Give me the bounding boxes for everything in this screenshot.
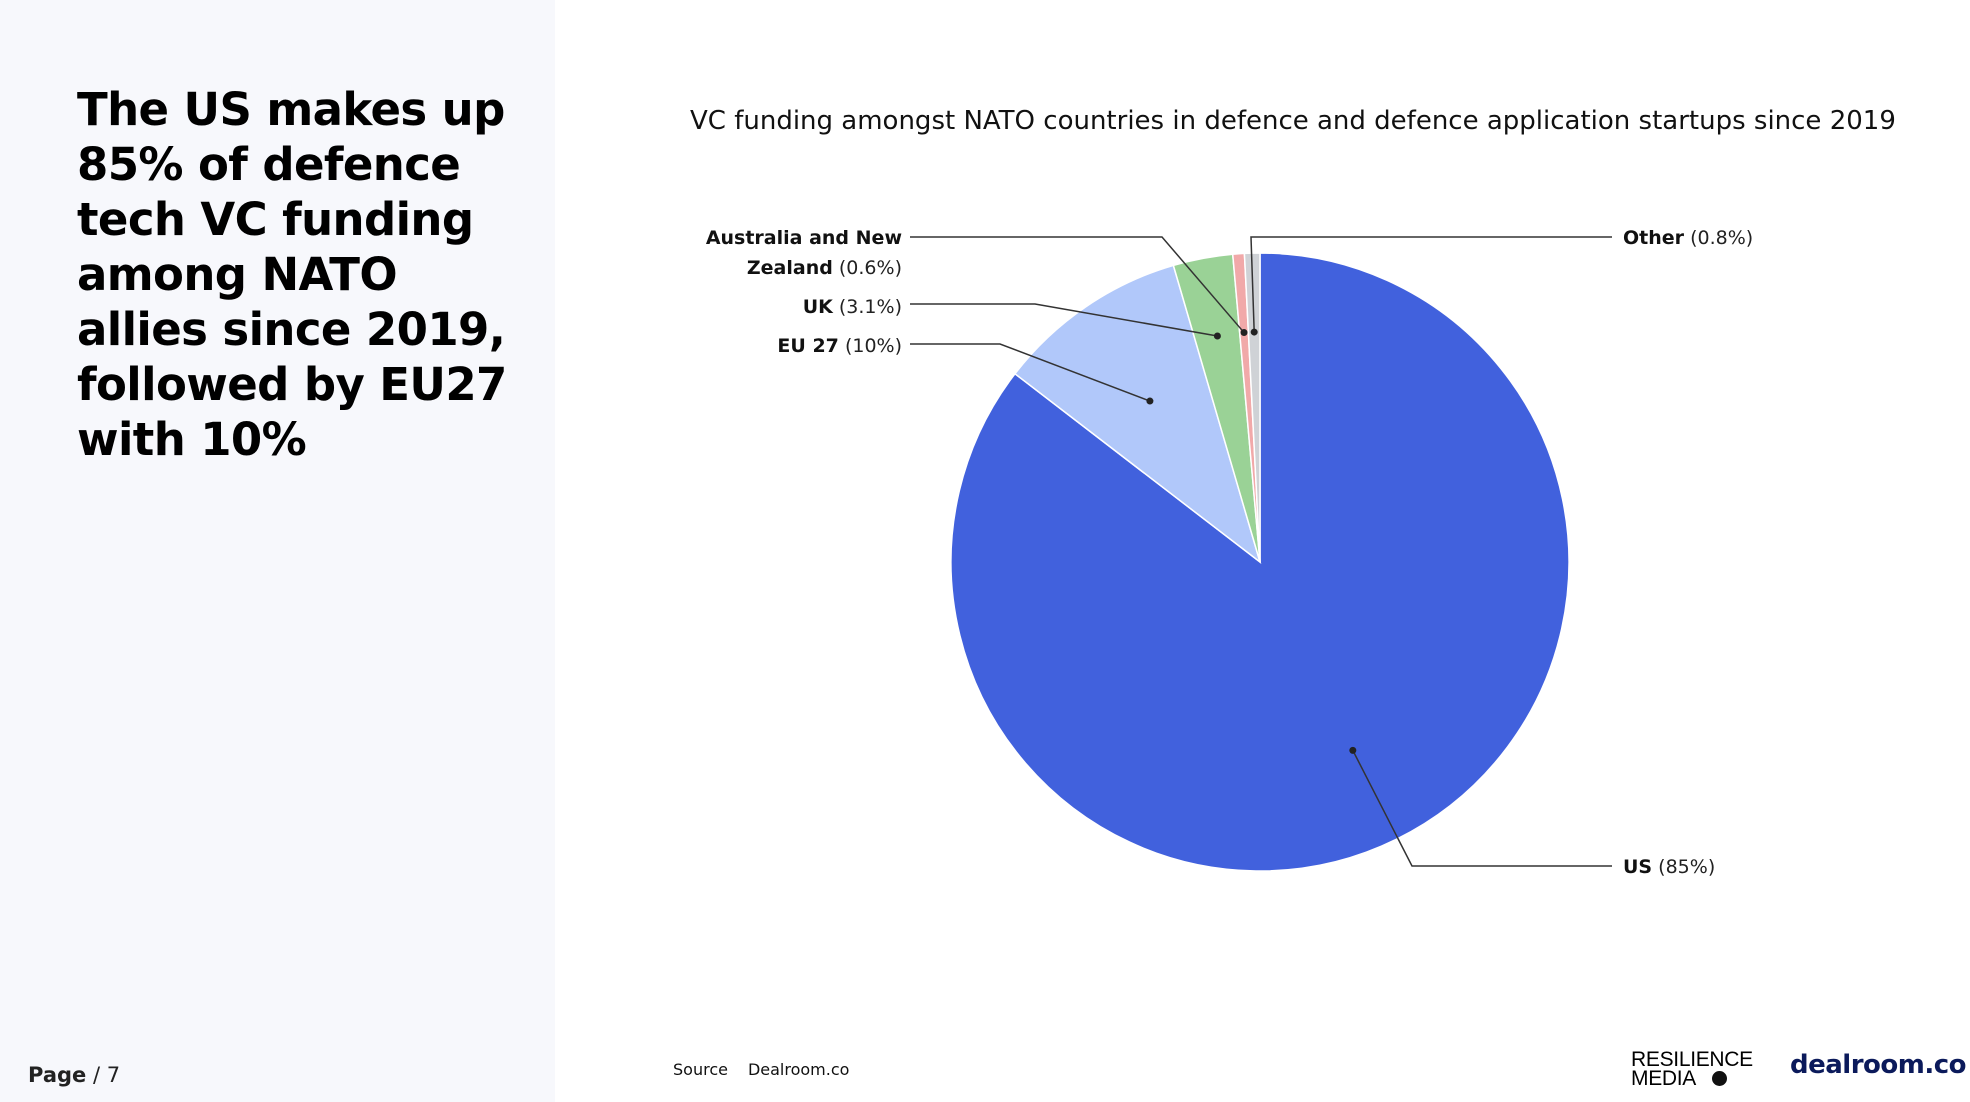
headline: The US makes up 85% of defence tech VC f… <box>77 83 507 466</box>
label-anz-pct: (0.6%) <box>838 257 902 279</box>
page-number: / 7 <box>92 1063 121 1087</box>
label-eu-name: EU 27 <box>777 335 839 357</box>
leader-dot-anz <box>1240 329 1248 337</box>
globe-icon <box>1712 1071 1728 1086</box>
label-anz: Australia and New Zealand (0.6%) <box>706 223 902 283</box>
resilience-media-logo: RESILIENCE MEDIA <box>1631 1048 1753 1089</box>
pie-slice-eu-27 <box>1013 264 1262 564</box>
source-value: Dealroom.co <box>747 1060 850 1079</box>
label-eu: EU 27 (10%) <box>777 331 902 361</box>
resilience-logo-line2: MEDIA <box>1631 1068 1753 1089</box>
source-label: Source <box>673 1060 728 1079</box>
source-note: Source Dealroom.co <box>673 1060 849 1079</box>
page-label: Page <box>28 1063 87 1087</box>
leader-line-us <box>1352 750 1612 867</box>
leader-line-other <box>1250 236 1612 333</box>
leader-line-eu-27 <box>910 343 1151 402</box>
resilience-logo-line1: RESILIENCE <box>1631 1048 1753 1071</box>
page-indicator: Page / 7 <box>28 1063 120 1087</box>
label-eu-pct: (10%) <box>844 335 902 357</box>
label-other: Other (0.8%) <box>1623 223 1753 253</box>
label-uk-pct: (3.1%) <box>838 296 902 318</box>
leader-dot-other <box>1250 328 1258 336</box>
left-panel <box>0 0 555 1102</box>
label-us: US (85%) <box>1623 852 1715 882</box>
label-other-pct: (0.8%) <box>1690 227 1754 249</box>
chart-title: VC funding amongst NATO countries in def… <box>690 106 1896 136</box>
leader-line-anz <box>910 236 1245 334</box>
label-anz-name-line1: Australia and New <box>705 227 902 249</box>
leader-dot-eu-27 <box>1146 397 1154 405</box>
label-anz-name-line2: Zealand (0.6%) <box>746 257 902 279</box>
label-us-pct: (85%) <box>1658 856 1716 878</box>
dealroom-logo: dealroom.co <box>1790 1050 1967 1080</box>
label-uk: UK (3.1%) <box>803 292 902 322</box>
leader-dot-us <box>1349 746 1357 754</box>
label-us-name: US <box>1623 856 1653 878</box>
label-other-name: Other <box>1623 227 1685 249</box>
leader-dot-uk <box>1213 332 1221 340</box>
leader-line-uk <box>910 303 1218 337</box>
label-uk-name: UK <box>802 296 833 318</box>
